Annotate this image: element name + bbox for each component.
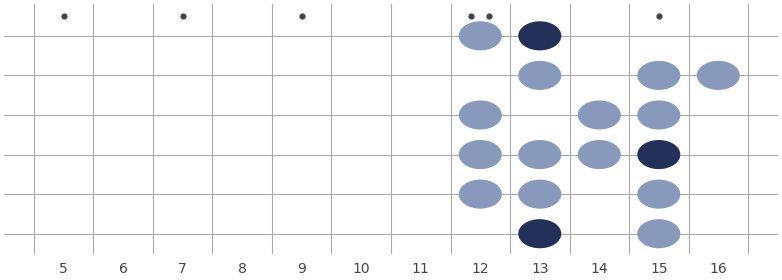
Circle shape (460, 22, 501, 50)
Circle shape (519, 22, 561, 50)
Circle shape (638, 141, 680, 168)
Circle shape (519, 62, 561, 89)
Circle shape (638, 180, 680, 208)
Circle shape (460, 141, 501, 168)
Circle shape (460, 101, 501, 129)
Circle shape (519, 141, 561, 168)
Circle shape (638, 62, 680, 89)
Circle shape (638, 101, 680, 129)
Circle shape (579, 141, 620, 168)
Circle shape (519, 220, 561, 248)
Circle shape (519, 180, 561, 208)
Circle shape (698, 62, 739, 89)
Circle shape (579, 101, 620, 129)
Circle shape (638, 220, 680, 248)
Circle shape (460, 180, 501, 208)
